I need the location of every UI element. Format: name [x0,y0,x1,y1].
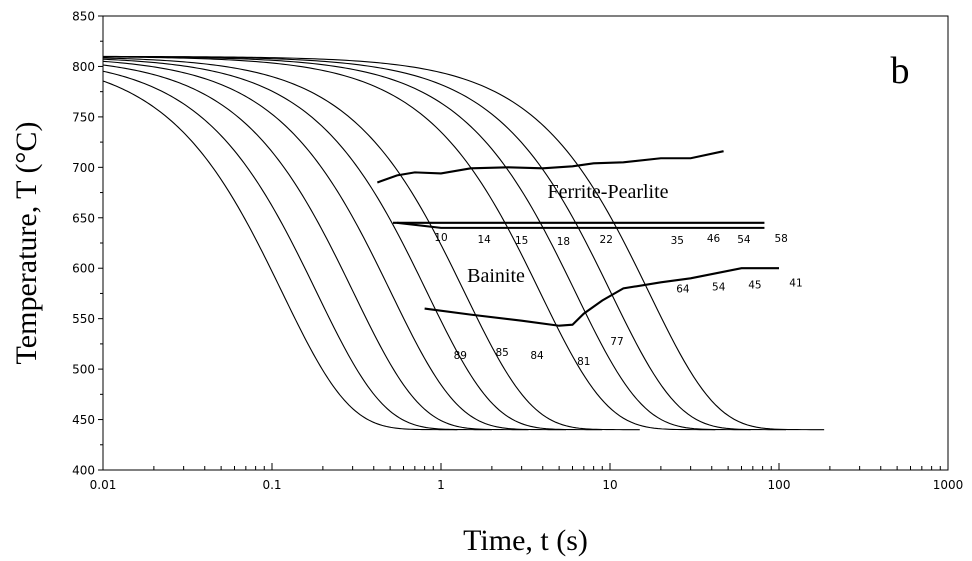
x-tick-label: 1000 [933,478,964,492]
cooling-curve [102,56,716,431]
x-tick-label: 1 [437,478,445,492]
y-tick-label: 550 [72,312,95,326]
x-axis-title: Time, t (s) [463,524,588,557]
cooling-curve [102,58,603,431]
bainite-label: Bainite [467,265,525,287]
ferrite-percent-label: 14 [477,234,491,246]
ferrite-percent-label: 58 [774,233,787,245]
cooling-curve [102,80,458,431]
y-tick-label: 500 [72,363,95,377]
y-tick-label: 400 [72,464,95,478]
cooling-curve [102,60,567,431]
bainite-percent-label: 77 [610,336,623,348]
bainite-percent-label: 89 [454,350,467,362]
x-tick-label: 0.01 [90,478,117,492]
cooling-curve [102,57,640,431]
cooling-curve [102,70,492,431]
bainite-finish-line [424,267,779,327]
bainite-percent-label: 54 [712,281,726,293]
bainite-percent-label: 45 [748,279,761,291]
x-tick-label: 10 [602,478,617,492]
ferrite-percent-label: 10 [434,232,447,244]
y-tick-label: 800 [72,60,95,74]
ferrite-percent-label: 18 [557,236,570,248]
y-tick-label: 750 [72,110,95,124]
ferrite-percent-label: 15 [515,235,528,247]
chart-labels: b Ferrite-Pearlite Bainite 10 14 15 18 22 35 46 54… [434,50,909,368]
ferrite-percent-label: 54 [737,234,751,246]
ferrite-percent-label: 22 [600,234,613,246]
y-axis-title: Temperature, T (°C) [10,122,43,365]
bainite-percent-label: 85 [495,347,508,359]
cooling-curve [102,56,751,431]
axes: 0.01 0.1 1 10 100 1000 400 450 500 550 600 650 700 75… [10,10,963,558]
x-tick-label: 0.1 [262,478,281,492]
ferrite-pearlite-label: Ferrite-Pearlite [547,181,668,203]
bainite-percent-label: 81 [577,356,590,368]
y-tick-label: 450 [72,413,95,427]
cooling-curve [102,64,529,431]
cooling-curves [102,55,825,431]
x-tick-label: 100 [768,478,791,492]
panel-letter: b [891,50,910,92]
ferrite-percent-label: 35 [671,235,684,247]
ferrite-percent-label: 46 [707,233,721,245]
bainite-percent-label: 84 [530,350,544,362]
phase-boundaries [376,150,779,327]
y-tick-label: 700 [72,161,95,175]
bainite-percent-label: 64 [676,283,690,295]
y-tick-label: 850 [72,10,95,24]
bainite-percent-label: 41 [789,277,802,289]
cooling-curve [102,55,825,431]
bainite-start-line [396,221,765,229]
ferrite-start-line [376,150,724,184]
y-tick-label: 650 [72,211,95,225]
y-tick-label: 600 [72,262,95,276]
